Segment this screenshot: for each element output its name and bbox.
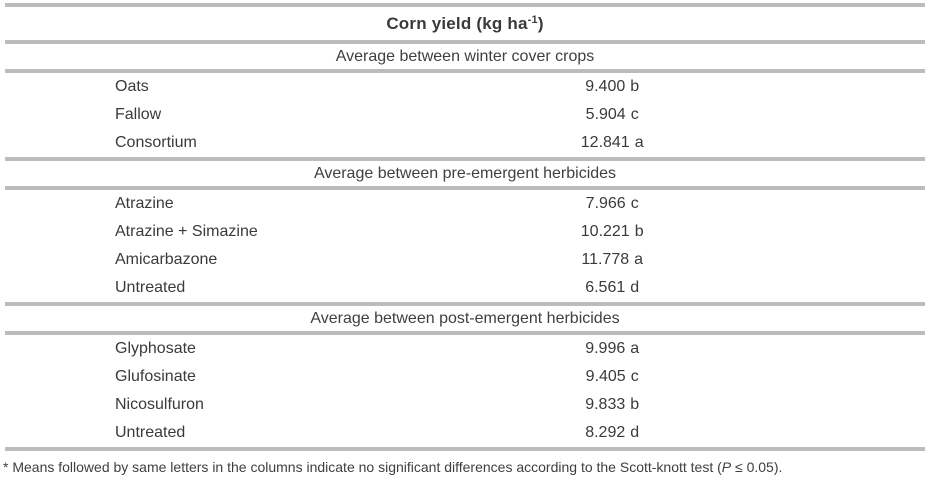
- row-value: 8.292 d: [585, 424, 639, 442]
- horizontal-rule: [5, 302, 925, 306]
- significance-letter: a: [630, 340, 640, 357]
- row-value: 11.778 a: [581, 251, 643, 269]
- yield-value: 9.833: [585, 396, 626, 413]
- row-value: 10.221 b: [581, 223, 644, 241]
- significance-letter: c: [630, 368, 639, 385]
- yield-value: 5.904: [585, 106, 626, 123]
- yield-value: 8.292: [585, 424, 626, 441]
- row-label: Untreated: [115, 279, 186, 296]
- row-label: Atrazine: [115, 195, 174, 212]
- significance-letter: b: [630, 78, 640, 95]
- table-title-text: Corn yield (kg ha-1): [386, 13, 544, 33]
- significance-letter: d: [630, 279, 640, 296]
- significance-letter: a: [634, 134, 644, 151]
- table-row: Atrazine 7.966 c: [5, 190, 925, 218]
- section-header-label: Average between post-emergent herbicides: [310, 309, 620, 327]
- row-label: Glufosinate: [115, 368, 196, 385]
- row-label: Nicosulfuron: [115, 396, 204, 413]
- table-row: Amicarbazone 11.778 a: [5, 246, 925, 274]
- yield-value: 7.966: [585, 195, 626, 212]
- significance-letter: c: [630, 195, 639, 212]
- table-row: Consortium 12.841 a: [5, 129, 925, 157]
- yield-value: 11.778: [581, 251, 630, 268]
- yield-value: 9.405: [585, 368, 626, 385]
- table-row: Untreated 6.561 d: [5, 274, 925, 302]
- horizontal-rule: [5, 69, 925, 73]
- table-row: Glufosinate 9.405 c: [5, 363, 925, 391]
- footnote: * Means followed by same letters in the …: [3, 459, 783, 475]
- table-row: Untreated 8.292 d: [5, 419, 925, 447]
- table-row: Oats 9.400 b: [5, 73, 925, 101]
- table-row: Atrazine + Simazine 10.221 b: [5, 218, 925, 246]
- row-label: Glyphosate: [115, 340, 196, 357]
- yield-value: 9.400: [585, 78, 626, 95]
- row-value: 12.841 a: [581, 134, 644, 152]
- significance-letter: d: [630, 424, 640, 441]
- yield-value: 6.561: [585, 279, 626, 296]
- row-value: 9.833 b: [585, 396, 639, 414]
- row-label: Fallow: [115, 106, 162, 123]
- section-header-winter-cover-crops: Average between winter cover crops: [5, 44, 925, 69]
- section-header-post-emergent-herbicides: Average between post-emergent herbicides: [5, 306, 925, 331]
- horizontal-rule: [5, 447, 925, 451]
- p-value-symbol: P: [721, 459, 732, 475]
- row-value: 6.561 d: [585, 279, 639, 297]
- row-label: Consortium: [115, 134, 197, 151]
- significance-letter: a: [634, 251, 644, 268]
- row-label: Amicarbazone: [115, 251, 218, 268]
- horizontal-rule: [5, 186, 925, 190]
- table-row: Glyphosate 9.996 a: [5, 335, 925, 363]
- row-label: Untreated: [115, 424, 186, 441]
- horizontal-rule: [5, 3, 925, 7]
- corn-yield-table: Corn yield (kg ha-1) Average between win…: [5, 3, 925, 451]
- superscript-exponent: -1: [527, 13, 538, 26]
- row-label: Atrazine + Simazine: [115, 223, 258, 240]
- horizontal-rule: [5, 40, 925, 44]
- section-header-label: Average between winter cover crops: [335, 47, 595, 65]
- section-header-label: Average between pre-emergent herbicides: [313, 164, 617, 182]
- yield-value: 12.841: [580, 134, 630, 151]
- table-row: Fallow 5.904 c: [5, 101, 925, 129]
- significance-letter: c: [630, 106, 639, 123]
- yield-value: 9.996: [585, 340, 626, 357]
- significance-letter: b: [634, 223, 644, 240]
- row-value: 9.996 a: [585, 340, 639, 358]
- horizontal-rule: [5, 331, 925, 335]
- table-title: Corn yield (kg ha-1): [5, 7, 925, 40]
- table-row: Nicosulfuron 9.833 b: [5, 391, 925, 419]
- row-label: Oats: [115, 78, 149, 95]
- section-header-pre-emergent-herbicides: Average between pre-emergent herbicides: [5, 161, 925, 186]
- row-value: 7.966 c: [586, 195, 639, 213]
- significance-letter: b: [630, 396, 640, 413]
- row-value: 5.904 c: [586, 106, 639, 124]
- row-value: 9.405 c: [586, 368, 639, 386]
- yield-value: 10.221: [580, 223, 630, 240]
- row-value: 9.400 b: [585, 78, 639, 96]
- horizontal-rule: [5, 157, 925, 161]
